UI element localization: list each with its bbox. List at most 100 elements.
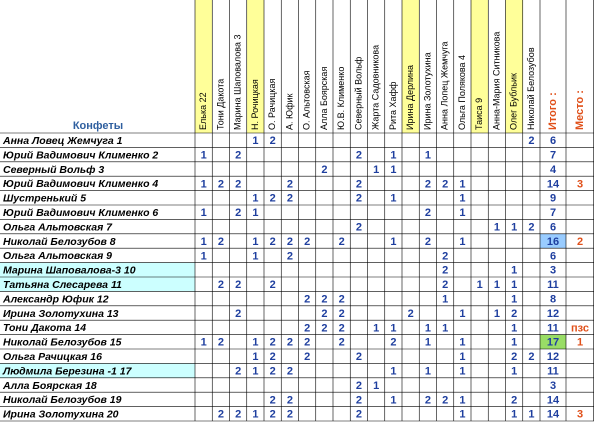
column-header: Алла Боярская [319, 67, 329, 130]
total: 14 [547, 394, 560, 406]
score: 2 [511, 394, 517, 406]
score: 1 [252, 351, 258, 363]
score: 2 [218, 236, 224, 248]
score: 2 [235, 308, 241, 320]
row-name: Юрий Вадимович Клименко 2 [3, 149, 158, 161]
row-highlight [0, 363, 195, 378]
column-header: Таиса 9 [474, 98, 484, 130]
total: 4 [550, 164, 557, 176]
column-header: Анна Лопец Жемчуга [440, 41, 450, 130]
score: 2 [270, 135, 276, 147]
score: 2 [287, 250, 293, 262]
score: 2 [287, 366, 293, 378]
total: 9 [550, 193, 556, 205]
score: 1 [477, 279, 483, 291]
score: 1 [390, 322, 396, 334]
column-header: Николай Белозубов [526, 47, 536, 130]
total: 14 [547, 409, 560, 421]
header-highlight [246, 0, 264, 133]
column-header: Анна-Мария Ситникова [491, 32, 501, 130]
score: 2 [235, 279, 241, 291]
score: 2 [304, 337, 310, 349]
score: 1 [459, 193, 465, 205]
score: 2 [218, 409, 224, 421]
score: 1 [511, 337, 517, 349]
score: 1 [459, 236, 465, 248]
column-header: Ольга Полякова 4 [457, 55, 467, 130]
score: 1 [425, 322, 431, 334]
row-name: Северный Вольф 3 [3, 164, 104, 176]
column-header: А. Юфик [284, 93, 294, 130]
row-name: Николай Белозубов 15 [3, 337, 122, 349]
place: 3 [577, 409, 583, 421]
score: 2 [270, 351, 276, 363]
score: 2 [339, 236, 345, 248]
score: 2 [442, 178, 448, 190]
score: 2 [321, 308, 327, 320]
score: 1 [201, 207, 207, 219]
score: 1 [252, 207, 258, 219]
score: 2 [218, 337, 224, 349]
score: 1 [459, 351, 465, 363]
column-header: Рита Хафф [388, 81, 398, 130]
header-highlight [195, 0, 213, 133]
score: 2 [339, 294, 345, 306]
total: 6 [550, 135, 556, 147]
place-header: Место : [574, 90, 586, 130]
row-name: Николай Белозубов 19 [3, 394, 122, 406]
place: 1 [577, 337, 583, 349]
score: 1 [494, 222, 500, 234]
row-name: Ольга Альтовская 9 [3, 250, 112, 262]
score: 1 [201, 150, 207, 162]
score: 2 [270, 337, 276, 349]
score: 2 [304, 236, 310, 248]
score: 1 [201, 337, 207, 349]
score: 2 [287, 236, 293, 248]
score: 1 [459, 394, 465, 406]
score: 2 [321, 322, 327, 334]
row-name: Шустренький 5 [3, 193, 86, 205]
total-highlight [540, 334, 566, 349]
score: 2 [304, 322, 310, 334]
score: 1 [252, 135, 258, 147]
total-header: Итого : [547, 92, 559, 130]
score: 2 [425, 207, 431, 219]
row-name: Ольга Рачицкая 16 [3, 351, 102, 363]
score: 1 [511, 366, 517, 378]
column-header: Олег Бубльик [509, 73, 519, 130]
row-name: Тони Дакота 14 [3, 322, 86, 334]
header-highlight [402, 0, 420, 133]
score: 1 [511, 409, 517, 421]
score: 1 [511, 265, 517, 277]
total: 11 [547, 279, 559, 291]
total: 8 [550, 294, 556, 306]
place: 3 [577, 178, 583, 190]
score: 2 [235, 150, 241, 162]
score: 2 [528, 222, 534, 234]
total: 11 [547, 322, 559, 334]
score: 2 [287, 394, 293, 406]
total: 14 [547, 178, 560, 190]
score: 2 [425, 178, 431, 190]
score: 1 [252, 409, 258, 421]
score: 1 [201, 178, 207, 190]
score: 1 [511, 294, 517, 306]
score: 1 [373, 164, 379, 176]
score: 2 [511, 351, 517, 363]
score: 2 [235, 409, 241, 421]
corner-label: Конфеты [73, 120, 123, 132]
total: 7 [550, 207, 556, 219]
score: 1 [252, 366, 258, 378]
score: 1 [494, 279, 500, 291]
score: 1 [425, 337, 431, 349]
place: 2 [577, 236, 583, 248]
row-name: Людмила Березина -1 17 [2, 365, 133, 377]
score: 2 [270, 409, 276, 421]
score: 1 [459, 178, 465, 190]
score: 2 [356, 380, 362, 392]
score: 2 [270, 394, 276, 406]
score: 1 [425, 366, 431, 378]
total: 3 [550, 380, 556, 392]
